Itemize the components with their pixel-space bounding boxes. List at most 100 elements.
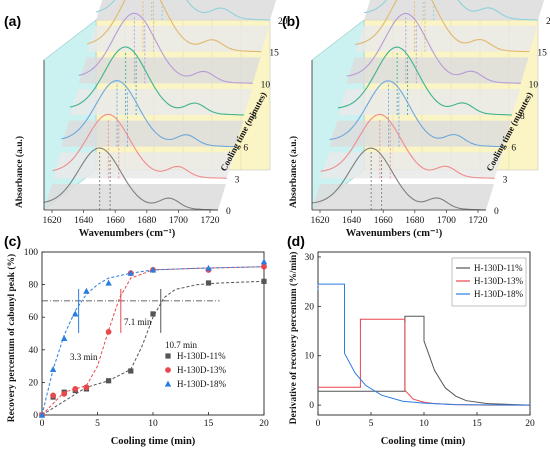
data-point <box>150 311 156 317</box>
x-tick-label: 0 <box>40 419 45 429</box>
panel-d-ylabel: Derivative of recovery percentum (%/min) <box>288 252 299 425</box>
legend-marker <box>165 353 171 359</box>
y-tick-label: 20 <box>305 302 315 312</box>
y-tick-label: 0 <box>309 401 314 411</box>
legend-label: H-130D-18% <box>474 289 523 299</box>
legend-box <box>451 257 527 307</box>
y-tick-label: 30 <box>305 253 315 263</box>
z-tick-label: 10 <box>261 80 271 90</box>
x-tick-label: 0 <box>316 419 321 429</box>
series-line <box>318 315 531 406</box>
data-point <box>49 365 57 372</box>
x-tick-label: 1620 <box>311 216 330 226</box>
x-tick-label: 5 <box>95 419 100 429</box>
annotation-label: 10.7 min <box>165 340 198 350</box>
data-point <box>50 392 56 399</box>
x-tick-label: 1680 <box>405 216 424 226</box>
fit-curve <box>41 266 265 416</box>
spectrum-curve <box>329 80 504 148</box>
spectrum-curve <box>346 12 521 84</box>
legend-label: H-130D-13% <box>474 276 523 286</box>
panel-b-xlabel: Wavenumbers (cm⁻¹) <box>346 228 443 239</box>
z-tick-label: 10 <box>529 80 539 90</box>
spectrum-curve <box>61 80 236 148</box>
z-tick-label: 0 <box>494 207 499 217</box>
legend-marker <box>164 380 172 387</box>
spectrum-curve <box>69 46 245 116</box>
x-tick-label: 1700 <box>169 216 188 226</box>
panel-b-label: (b) <box>282 13 300 29</box>
data-point <box>83 287 90 294</box>
z-tick-label: 15 <box>537 49 547 59</box>
data-point <box>72 386 79 392</box>
series-line <box>318 283 531 406</box>
spectrum-curve <box>43 147 219 211</box>
z-tick-label: 8 <box>252 112 257 122</box>
data-point <box>61 390 68 397</box>
data-point <box>261 263 267 270</box>
x-tick-label: 1640 <box>342 216 361 226</box>
floor-strip <box>96 0 277 20</box>
floor-strip <box>355 25 538 52</box>
panel-b-ylabel: Absorbance (a.u.) <box>288 136 299 208</box>
panel-c-chart: 0 5 10 15 20 0 20 40 60 80 100 3.3 min 7.1 min 10.7 m… <box>24 248 269 429</box>
floor-strip <box>44 184 226 210</box>
x-tick-label: 1640 <box>74 216 93 226</box>
floor-strip <box>312 184 494 210</box>
data-point <box>105 279 112 286</box>
y-tick-label: 60 <box>29 313 39 323</box>
spectrum-curve <box>363 0 539 21</box>
data-point <box>127 269 134 276</box>
spectrum-curve <box>320 113 495 179</box>
z-tick-label: 3 <box>235 175 240 185</box>
data-point <box>260 258 268 265</box>
fit-curve <box>41 280 265 416</box>
z-tick-label: 20 <box>546 17 550 27</box>
spectrum-curve <box>87 0 262 53</box>
panel-b-waterfall: 20 15 10 8 6 3 0 1620 1640 1660 1680 1700 1720 <box>311 0 550 226</box>
data-point <box>38 411 46 418</box>
floor-strip <box>87 25 270 52</box>
legend-label: H-130D-11% <box>177 351 226 361</box>
annotation-label: 3.3 min <box>70 352 98 362</box>
x-tick-label: 15 <box>472 419 482 429</box>
z-tick-label: 0 <box>226 207 231 217</box>
data-point <box>205 280 212 286</box>
x-tick-label: 1720 <box>201 216 220 226</box>
data-point <box>72 310 79 317</box>
spectrum-curve <box>95 0 271 21</box>
data-point <box>128 368 134 374</box>
x-tick-label: 1680 <box>137 216 156 226</box>
x-tick-label: 1660 <box>106 216 125 226</box>
spectrum-curve <box>311 147 487 211</box>
x-tick-label: 15 <box>204 419 214 429</box>
panel-d-chart: 0 5 10 15 20 0 10 20 30 H-130D-11% H-130D-13% H-130… <box>305 251 535 429</box>
z-tick-label: 15 <box>269 49 279 59</box>
z-tick-label: 8 <box>520 112 525 122</box>
x-tick-label: 1620 <box>43 216 62 226</box>
data-point <box>105 328 112 335</box>
legend-label: H-130D-18% <box>177 379 226 389</box>
x-tick-label: 1720 <box>469 216 488 226</box>
x-tick-label: 1700 <box>437 216 456 226</box>
z-tick-label: 6 <box>511 144 516 154</box>
panel-d-label: (d) <box>287 233 305 249</box>
y-tick-label: 0 <box>33 411 38 421</box>
x-tick-label: 1660 <box>374 216 393 226</box>
data-point <box>106 378 112 384</box>
y-tick-label: 100 <box>24 248 39 258</box>
z-tick-label: 20 <box>278 17 288 27</box>
spectrum-curve <box>52 113 227 179</box>
panel-a-label: (a) <box>4 13 21 29</box>
panel-c-ylabel: Recovery percentum of cabonyl peak (%) <box>6 254 17 422</box>
data-point <box>261 278 267 284</box>
y-tick-label: 10 <box>305 352 315 362</box>
legend-marker <box>165 367 171 373</box>
panel-a-waterfall: 20 15 10 8 6 3 0 1620 1640 1660 1680 1700 1720 <box>43 0 288 226</box>
panel-c-xlabel: Cooling time (min) <box>111 436 196 447</box>
legend-label: H-130D-13% <box>177 365 226 375</box>
y-tick-label: 40 <box>29 346 39 356</box>
legend-label: H-130D-11% <box>474 263 523 273</box>
spectrum-curve <box>78 12 253 84</box>
